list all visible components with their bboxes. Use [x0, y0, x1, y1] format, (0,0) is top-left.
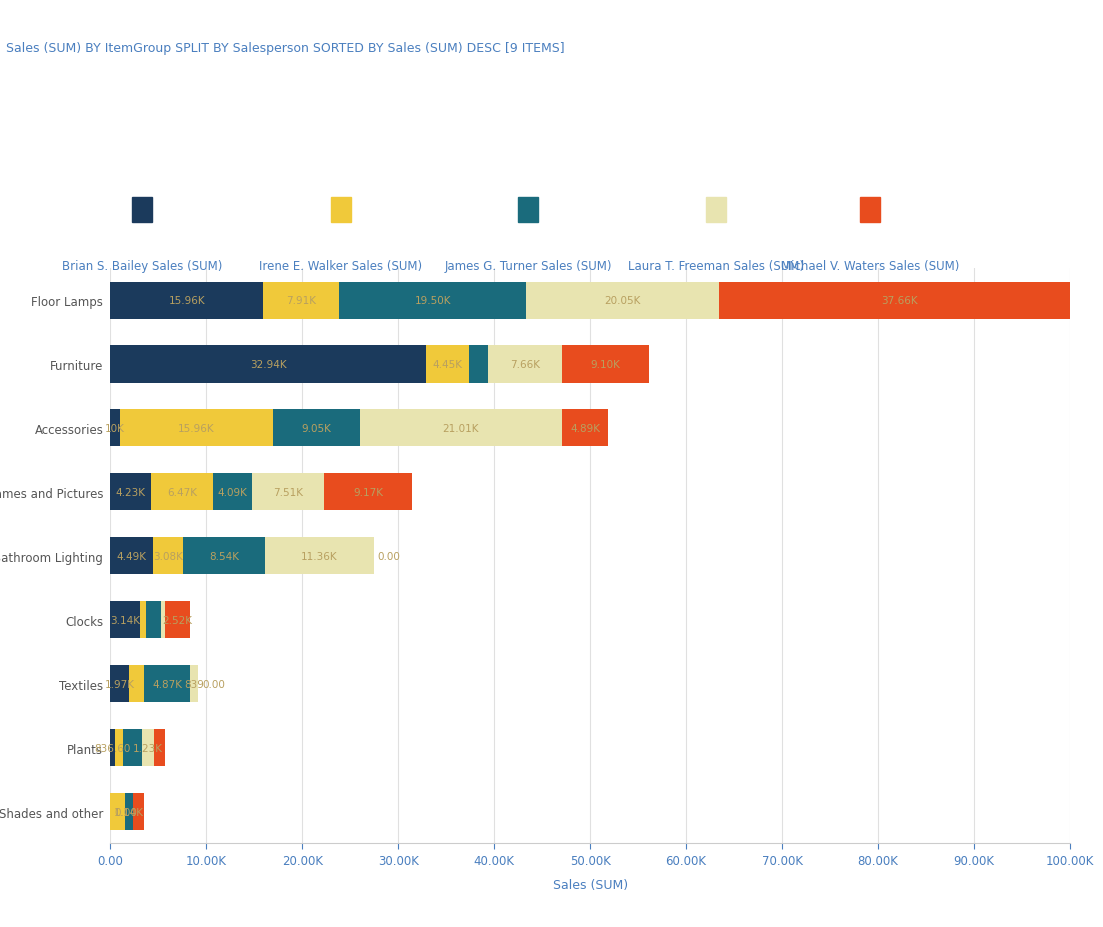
Text: 15.96K: 15.96K — [169, 296, 205, 306]
Text: 15.96K: 15.96K — [179, 424, 215, 434]
Text: 0.00: 0.00 — [202, 679, 225, 689]
Bar — [526, 282, 719, 319]
Text: 1.14K: 1.14K — [114, 806, 144, 817]
Text: 7.51K: 7.51K — [274, 488, 303, 497]
Bar — [110, 282, 264, 319]
Text: Brian S. Bailey Sales (SUM): Brian S. Bailey Sales (SUM) — [62, 260, 223, 273]
Bar — [147, 602, 161, 639]
Bar — [124, 730, 142, 767]
Text: 839: 839 — [184, 679, 204, 689]
Bar — [110, 346, 427, 383]
Bar — [110, 602, 140, 639]
X-axis label: Sales (SUM): Sales (SUM) — [553, 878, 628, 891]
Text: 9.05K: 9.05K — [301, 424, 331, 434]
Text: 1.23K: 1.23K — [133, 743, 163, 753]
Bar — [110, 538, 153, 575]
Text: 8.54K: 8.54K — [208, 552, 239, 561]
Bar — [561, 410, 609, 447]
Bar — [110, 730, 115, 767]
Bar — [153, 538, 183, 575]
Text: 32.94K: 32.94K — [250, 360, 287, 370]
Bar — [110, 410, 120, 447]
Bar — [427, 346, 469, 383]
Text: 1.97K: 1.97K — [105, 679, 135, 689]
Text: 20.05K: 20.05K — [604, 296, 641, 306]
Bar — [125, 794, 133, 831]
Text: 21.01K: 21.01K — [442, 424, 479, 434]
Text: 9.17K: 9.17K — [353, 488, 383, 497]
Text: Michael V. Waters Sales (SUM): Michael V. Waters Sales (SUM) — [781, 260, 960, 273]
Text: 2.52K: 2.52K — [162, 616, 192, 625]
Bar — [129, 666, 143, 703]
Text: Laura T. Freeman Sales (SUM): Laura T. Freeman Sales (SUM) — [628, 260, 804, 273]
Bar — [274, 410, 360, 447]
Text: 19.50K: 19.50K — [415, 296, 451, 306]
Text: 10K: 10K — [105, 424, 125, 434]
Text: 4.45K: 4.45K — [432, 360, 463, 370]
Bar — [120, 410, 274, 447]
Bar — [115, 730, 124, 767]
Bar — [489, 346, 561, 383]
Bar — [140, 602, 147, 639]
Text: 11.36K: 11.36K — [301, 552, 338, 561]
Bar — [142, 730, 154, 767]
Bar — [110, 666, 129, 703]
Bar — [265, 538, 374, 575]
Text: Irene E. Walker Sales (SUM): Irene E. Walker Sales (SUM) — [259, 260, 422, 273]
Bar — [253, 474, 324, 511]
Bar — [191, 666, 199, 703]
Text: Sales (SUM) BY ItemGroup SPLIT BY Salesperson SORTED BY Sales (SUM) DESC [9 ITEM: Sales (SUM) BY ItemGroup SPLIT BY Salesp… — [6, 42, 564, 55]
Text: 0.00: 0.00 — [114, 806, 137, 817]
Text: 4.09K: 4.09K — [217, 488, 247, 497]
Text: 37.66K: 37.66K — [881, 296, 918, 306]
Bar — [213, 474, 253, 511]
Bar — [340, 282, 526, 319]
Text: 7.91K: 7.91K — [287, 296, 317, 306]
Bar — [143, 666, 191, 703]
Bar — [264, 282, 340, 319]
Bar — [110, 794, 125, 831]
Bar — [561, 346, 650, 383]
Text: James G. Turner Sales (SUM): James G. Turner Sales (SUM) — [445, 260, 612, 273]
Bar — [183, 538, 265, 575]
Text: 4.87K: 4.87K — [152, 679, 182, 689]
Bar — [151, 474, 213, 511]
Text: 4.49K: 4.49K — [117, 552, 147, 561]
Text: 836.60: 836.60 — [95, 743, 131, 753]
Text: 9.10K: 9.10K — [590, 360, 620, 370]
Bar — [110, 474, 151, 511]
Text: 3.08K: 3.08K — [153, 552, 183, 561]
Bar — [165, 602, 190, 639]
Bar — [324, 474, 413, 511]
Text: 3.14K: 3.14K — [110, 616, 140, 625]
Bar — [360, 410, 561, 447]
Text: 7.66K: 7.66K — [510, 360, 540, 370]
Bar — [719, 282, 1080, 319]
Bar — [133, 794, 144, 831]
Text: 4.23K: 4.23K — [116, 488, 146, 497]
Text: 4.89K: 4.89K — [570, 424, 600, 434]
Bar — [469, 346, 489, 383]
Text: 0.00: 0.00 — [377, 552, 400, 561]
Bar — [154, 730, 164, 767]
Bar — [161, 602, 165, 639]
Text: 6.47K: 6.47K — [167, 488, 197, 497]
